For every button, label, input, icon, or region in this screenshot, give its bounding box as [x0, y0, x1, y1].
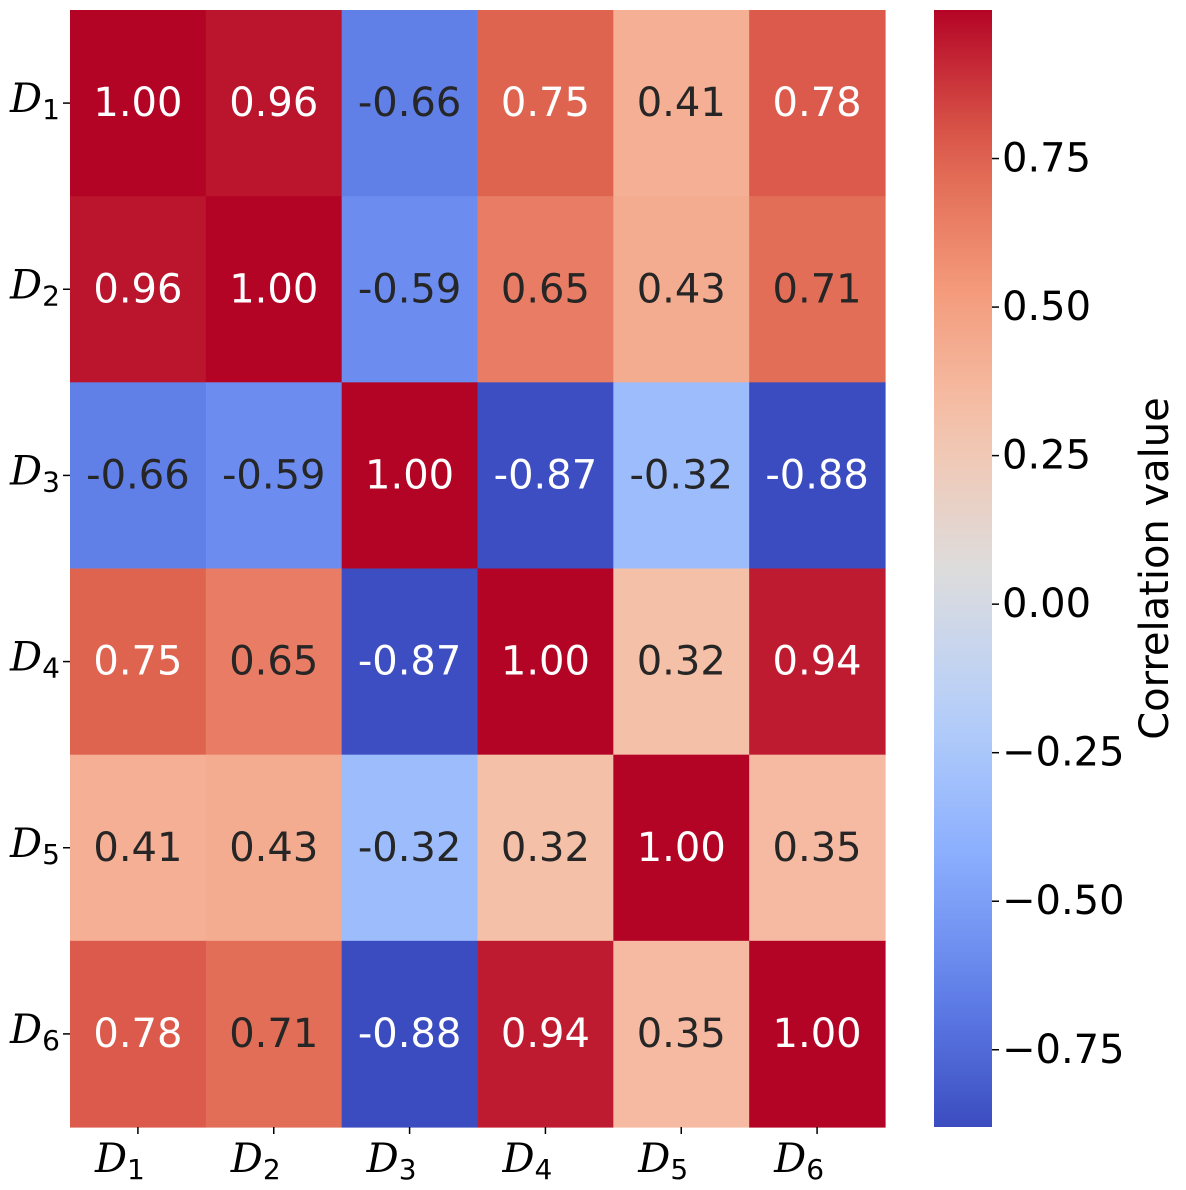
x-tick-label-5: D5 — [637, 1136, 688, 1186]
heatmap-cell-r2-c3 — [341, 196, 479, 383]
cell-value-label-r5-c3: -0.32 — [358, 825, 462, 871]
heatmap-cell-r4-c1 — [70, 568, 207, 756]
heatmap-cell-r6-c6 — [749, 940, 886, 1128]
cell-value-label-r3-c5: -0.32 — [630, 452, 734, 498]
colorbar-tick-label-1: 0.75 — [1002, 136, 1091, 182]
cell-value-label-r4-c3: -0.87 — [358, 639, 462, 685]
x-tick-label-6: D6 — [773, 1136, 824, 1186]
colorbar-tick-label-6: −0.50 — [1002, 878, 1125, 924]
cell-value-label-r1-c6: 0.78 — [773, 80, 862, 126]
y-axis: D1 D2 D3 D4 D5 D6 — [9, 76, 70, 1056]
cell-value-label-r4-c4: 1.00 — [501, 639, 590, 685]
heatmap-cell-r4-c2 — [205, 568, 343, 756]
heatmap-cell-r5-c2 — [205, 754, 343, 942]
cell-value-label-r4-c2: 0.65 — [229, 639, 318, 685]
cell-value-label-r1-c5: 0.41 — [637, 80, 726, 126]
heatmap-cell-r1-c1 — [70, 10, 207, 197]
cell-value-label-r3-c4: -0.87 — [494, 452, 598, 498]
colorbar-tick-label-7: −0.75 — [1002, 1027, 1125, 1073]
heatmap-cell-r3-c3 — [341, 382, 479, 570]
x-axis: D1 D2 D3 D4 D5 D6 — [94, 1127, 824, 1186]
cell-value-label-r5-c5: 1.00 — [637, 825, 726, 871]
cell-value-label-r5-c1: 0.41 — [93, 825, 182, 871]
heatmap-cell-r4-c5 — [613, 568, 750, 756]
cell-value-label-r6-c3: -0.88 — [358, 1011, 462, 1057]
x-tick-label-2: D2 — [230, 1136, 281, 1186]
colorbar-gradient — [934, 10, 992, 1127]
cell-value-label-r5-c6: 0.35 — [773, 825, 862, 871]
y-tick-label-4: D4 — [9, 635, 60, 685]
heatmap-cell-r5-c5 — [613, 754, 750, 942]
cell-value-label-r5-c2: 0.43 — [229, 825, 318, 871]
heatmap-cell-r6-c2 — [205, 940, 343, 1128]
colorbar-tick-label-2: 0.50 — [1002, 284, 1091, 330]
cell-value-label-r3-c3: 1.00 — [365, 452, 454, 498]
heatmap-cell-r4-c3 — [341, 568, 479, 756]
y-tick-label-2: D2 — [9, 262, 60, 312]
heatmap-cell-r2-c1 — [70, 196, 207, 383]
heatmap-cell-r5-c3 — [341, 754, 479, 942]
colorbar: 0.75 0.50 0.25 0.00 −0.25 −0.50 −0.75 Correlati… — [934, 10, 1178, 1127]
cell-value-label-r2-c6: 0.71 — [773, 266, 862, 312]
heatmap-cell-r4-c4 — [477, 568, 614, 756]
heatmap-cell-r6-c1 — [70, 940, 207, 1128]
heatmap-cell-r3-c6 — [749, 382, 886, 570]
heatmap-cell-labels: 1.00 0.96 -0.66 0.75 0.41 0.78 0.96 1.00 -0.59 0.… — [86, 80, 869, 1057]
y-tick-label-3: D3 — [9, 448, 60, 498]
y-tick-label-1: D1 — [9, 76, 60, 126]
y-tick-label-6: D6 — [9, 1007, 60, 1057]
colorbar-tick-label-4: 0.00 — [1002, 581, 1091, 627]
cell-value-label-r6-c1: 0.78 — [93, 1011, 182, 1057]
heatmap-cell-r3-c5 — [613, 382, 750, 570]
cell-value-label-r3-c1: -0.66 — [86, 452, 190, 498]
heatmap-cell-r3-c1 — [70, 382, 207, 570]
heatmap-cell-r2-c4 — [477, 196, 614, 383]
x-tick-label-4: D4 — [501, 1136, 552, 1186]
cell-value-label-r1-c1: 1.00 — [93, 80, 182, 126]
heatmap-cell-r5-c1 — [70, 754, 207, 942]
cell-value-label-r1-c4: 0.75 — [501, 80, 590, 126]
heatmap-cell-r1-c6 — [749, 10, 886, 197]
heatmap-cell-r2-c2 — [205, 196, 343, 383]
cell-value-label-r6-c5: 0.35 — [637, 1011, 726, 1057]
cell-value-label-r3-c6: -0.88 — [765, 452, 869, 498]
colorbar-title: Correlation value — [1132, 397, 1178, 740]
heatmap-cell-r2-c6 — [749, 196, 886, 383]
heatmap-cell-r1-c3 — [341, 10, 479, 197]
heatmap-cell-r5-c6 — [749, 754, 886, 942]
heatmap-cell-r6-c4 — [477, 940, 614, 1128]
x-tick-label-3: D3 — [366, 1136, 417, 1186]
heatmap-cell-r2-c5 — [613, 196, 750, 383]
cell-value-label-r4-c1: 0.75 — [93, 639, 182, 685]
cell-value-label-r2-c4: 0.65 — [501, 266, 590, 312]
cell-value-label-r2-c5: 0.43 — [637, 266, 726, 312]
cell-value-label-r6-c4: 0.94 — [501, 1011, 590, 1057]
heatmap-cell-r4-c6 — [749, 568, 886, 756]
y-tick-label-5: D5 — [9, 821, 60, 871]
heatmap-cell-r1-c4 — [477, 10, 614, 197]
cell-value-label-r1-c2: 0.96 — [229, 80, 318, 126]
cell-value-label-r6-c6: 1.00 — [773, 1011, 862, 1057]
heatmap-cell-r3-c2 — [205, 382, 343, 570]
colorbar-tick-label-3: 0.25 — [1002, 433, 1091, 479]
cell-value-label-r4-c6: 0.94 — [773, 639, 862, 685]
cell-value-label-r4-c5: 0.32 — [637, 639, 726, 685]
heatmap-cell-r6-c3 — [341, 940, 479, 1128]
cell-value-label-r1-c3: -0.66 — [358, 80, 462, 126]
heatmap-cell-r1-c2 — [205, 10, 343, 197]
heatmap-cells — [70, 10, 886, 1128]
cell-value-label-r5-c4: 0.32 — [501, 825, 590, 871]
x-tick-label-1: D1 — [94, 1136, 145, 1186]
heatmap-cell-r3-c4 — [477, 382, 614, 570]
cell-value-label-r6-c2: 0.71 — [229, 1011, 318, 1057]
colorbar-tick-label-5: −0.25 — [1002, 730, 1125, 776]
cell-value-label-r2-c2: 1.00 — [229, 266, 318, 312]
heatmap-cell-r5-c4 — [477, 754, 614, 942]
heatmap-cell-r1-c5 — [613, 10, 750, 197]
cell-value-label-r3-c2: -0.59 — [222, 452, 326, 498]
cell-value-label-r2-c1: 0.96 — [93, 266, 182, 312]
heatmap-cell-r6-c5 — [613, 940, 750, 1128]
cell-value-label-r2-c3: -0.59 — [358, 266, 462, 312]
